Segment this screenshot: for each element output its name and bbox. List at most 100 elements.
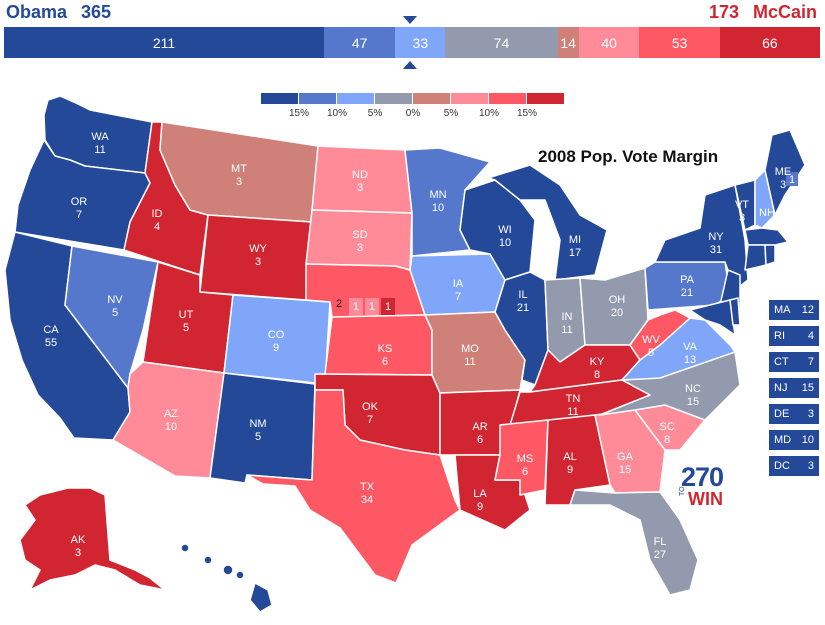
state-ev-nv: 5 xyxy=(112,307,118,319)
state-ev-tn: 11 xyxy=(567,406,578,418)
state-ev-la: 9 xyxy=(477,501,483,513)
state-ev-ks: 6 xyxy=(382,356,388,368)
state-ev-nc: 15 xyxy=(687,396,699,408)
state-label-ny: NY xyxy=(708,231,724,243)
state-label-al: AL xyxy=(563,451,576,463)
state-md[interactable] xyxy=(689,299,736,336)
state-label-il: IL xyxy=(518,289,527,301)
legend-swatch-2 xyxy=(337,93,374,104)
state-ev-ky: 8 xyxy=(594,369,600,381)
state-label-ky: KY xyxy=(590,356,605,368)
state-label-nm: NM xyxy=(249,418,266,430)
legend-label-2: 5% xyxy=(367,108,383,119)
state-label-va: VA xyxy=(683,341,698,353)
side-state-ev: 7 xyxy=(807,356,814,368)
state-label-sd: SD xyxy=(352,229,367,241)
side-state-nj[interactable]: NJ 15 xyxy=(769,378,819,398)
state-label-fl: FL xyxy=(654,536,667,548)
side-state-ct[interactable]: CT 7 xyxy=(769,352,819,372)
me-district-box[interactable] xyxy=(786,172,798,186)
state-ev-nh: 4 xyxy=(764,220,770,232)
legend-label-6: 15% xyxy=(516,108,538,119)
270towin-logo[interactable]: 270 TO WIN xyxy=(679,462,725,512)
obama-header: Obama 365 xyxy=(6,2,111,23)
state-label-or: OR xyxy=(71,196,88,208)
ev-segment-7: 66 xyxy=(719,27,820,58)
side-state-abbr: DE xyxy=(774,408,790,420)
state-ev-oh: 20 xyxy=(611,307,623,319)
side-state-md[interactable]: MD 10 xyxy=(769,430,819,450)
obama-name: Obama xyxy=(6,2,68,22)
state-label-mn: MN xyxy=(429,189,446,201)
state-ev-sd: 3 xyxy=(357,242,363,254)
state-ak[interactable] xyxy=(19,487,166,591)
state-ev-id: 4 xyxy=(154,221,160,233)
state-label-tx: TX xyxy=(360,481,375,493)
state-wv[interactable] xyxy=(629,309,691,361)
side-state-de[interactable]: DE 3 xyxy=(769,404,819,424)
legend-label-5: 10% xyxy=(478,108,500,119)
state-label-mo: MO xyxy=(461,343,479,355)
state-tx[interactable] xyxy=(246,389,461,584)
ne-district-box-2[interactable]: 1 xyxy=(365,298,379,315)
state-ev-wi: 10 xyxy=(499,237,511,249)
state-hi-island-2 xyxy=(203,555,213,565)
state-ev-ak: 3 xyxy=(75,547,81,559)
state-label-id: ID xyxy=(152,208,163,220)
ev-segment-0: 211 xyxy=(4,27,325,58)
state-mi[interactable] xyxy=(487,164,608,281)
side-state-ma[interactable]: MA 12 xyxy=(769,300,819,320)
ne-district-box-1[interactable]: 1 xyxy=(349,298,363,315)
state-ev-hi: 4 xyxy=(242,597,248,609)
state-label-ms: MS xyxy=(517,453,534,465)
state-label-vt: VT xyxy=(735,199,749,211)
side-state-ev: 10 xyxy=(801,434,814,446)
ev-segment-3: 74 xyxy=(445,27,558,58)
side-state-ev: 3 xyxy=(807,408,814,420)
state-ev-il: 21 xyxy=(517,302,529,314)
state-fl[interactable] xyxy=(569,489,699,596)
state-il[interactable] xyxy=(494,271,549,386)
state-az[interactable] xyxy=(112,361,225,479)
state-nh[interactable] xyxy=(754,169,776,229)
side-state-abbr: MA xyxy=(774,304,791,316)
legend-swatch-1 xyxy=(299,93,336,104)
state-ev-mt: 3 xyxy=(236,176,242,188)
mccain-name: McCain xyxy=(752,2,817,22)
state-ev-wv: 5 xyxy=(648,347,654,359)
side-state-dc[interactable]: DC 3 xyxy=(769,456,819,476)
state-me[interactable] xyxy=(764,129,806,216)
side-state-ri[interactable]: RI 4 xyxy=(769,326,819,346)
state-ev-pa: 21 xyxy=(681,287,693,299)
ne-district-2-label: 2 xyxy=(336,298,343,310)
me-district-label: 1 xyxy=(789,174,795,186)
side-state-ev: 12 xyxy=(801,304,814,316)
state-label-tn: TN xyxy=(566,393,581,405)
state-hi-island-3 xyxy=(222,564,234,576)
state-ct[interactable] xyxy=(744,244,767,271)
state-ev-me: 3 xyxy=(780,179,786,191)
ev-segment-5: 40 xyxy=(578,27,640,58)
state-label-wi: WI xyxy=(498,224,511,236)
midpoint-marker-bottom xyxy=(403,61,417,69)
state-ev-mi: 17 xyxy=(569,247,581,259)
state-label-nd: ND xyxy=(352,169,368,181)
state-ri[interactable] xyxy=(764,244,776,266)
state-ev-al: 9 xyxy=(567,464,573,476)
state-label-sc: SC xyxy=(659,421,674,433)
logo-number: 270 xyxy=(681,462,724,492)
state-hi[interactable] xyxy=(249,582,273,613)
state-ev-in: 11 xyxy=(561,324,572,336)
state-label-la: LA xyxy=(473,488,487,500)
state-ev-ut: 5 xyxy=(183,322,189,334)
state-label-mt: MT xyxy=(231,163,247,175)
state-label-ga: GA xyxy=(617,451,634,463)
state-de[interactable] xyxy=(729,297,741,326)
legend-swatch-7 xyxy=(527,93,564,104)
state-ev-nm: 5 xyxy=(255,431,261,443)
state-label-ks: KS xyxy=(378,343,393,355)
state-ev-ok: 7 xyxy=(367,414,373,426)
ne-district-box-3[interactable]: 1 xyxy=(381,298,395,315)
midpoint-marker-top xyxy=(403,16,417,24)
